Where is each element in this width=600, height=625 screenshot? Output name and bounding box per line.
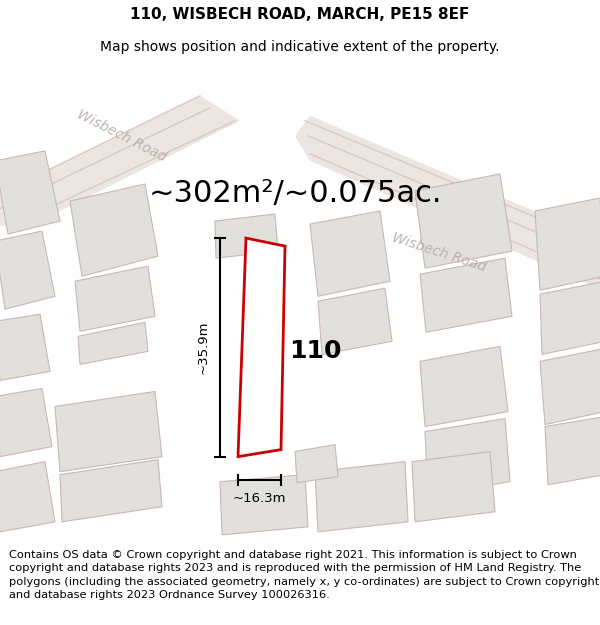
Polygon shape: [535, 198, 600, 290]
Polygon shape: [55, 391, 162, 472]
Polygon shape: [295, 116, 600, 291]
Polygon shape: [318, 288, 392, 354]
Polygon shape: [420, 346, 508, 426]
Polygon shape: [295, 444, 338, 483]
Polygon shape: [0, 462, 55, 532]
Polygon shape: [60, 459, 162, 522]
Polygon shape: [0, 151, 60, 234]
Polygon shape: [540, 348, 600, 424]
Text: 110: 110: [289, 339, 341, 363]
Polygon shape: [0, 389, 52, 457]
Polygon shape: [215, 214, 278, 258]
Polygon shape: [420, 258, 512, 332]
Polygon shape: [75, 266, 155, 331]
Text: Map shows position and indicative extent of the property.: Map shows position and indicative extent…: [100, 40, 500, 54]
Text: Wisbech Road: Wisbech Road: [390, 231, 488, 274]
Polygon shape: [78, 322, 148, 364]
Text: ~16.3m: ~16.3m: [233, 492, 286, 505]
Polygon shape: [0, 96, 240, 226]
Polygon shape: [415, 174, 512, 268]
Text: ~302m²/~0.075ac.: ~302m²/~0.075ac.: [148, 179, 442, 209]
Text: Contains OS data © Crown copyright and database right 2021. This information is : Contains OS data © Crown copyright and d…: [9, 549, 599, 601]
Text: Wisbech Road: Wisbech Road: [75, 107, 169, 164]
Polygon shape: [310, 211, 390, 296]
Polygon shape: [540, 281, 600, 354]
Polygon shape: [315, 462, 408, 532]
Polygon shape: [0, 231, 55, 309]
Polygon shape: [0, 314, 50, 381]
Polygon shape: [238, 238, 285, 457]
Text: ~35.9m: ~35.9m: [197, 321, 210, 374]
Polygon shape: [425, 419, 510, 495]
Polygon shape: [545, 416, 600, 485]
Polygon shape: [412, 452, 495, 522]
Polygon shape: [220, 475, 308, 535]
Text: 110, WISBECH ROAD, MARCH, PE15 8EF: 110, WISBECH ROAD, MARCH, PE15 8EF: [130, 7, 470, 22]
Polygon shape: [70, 184, 158, 276]
